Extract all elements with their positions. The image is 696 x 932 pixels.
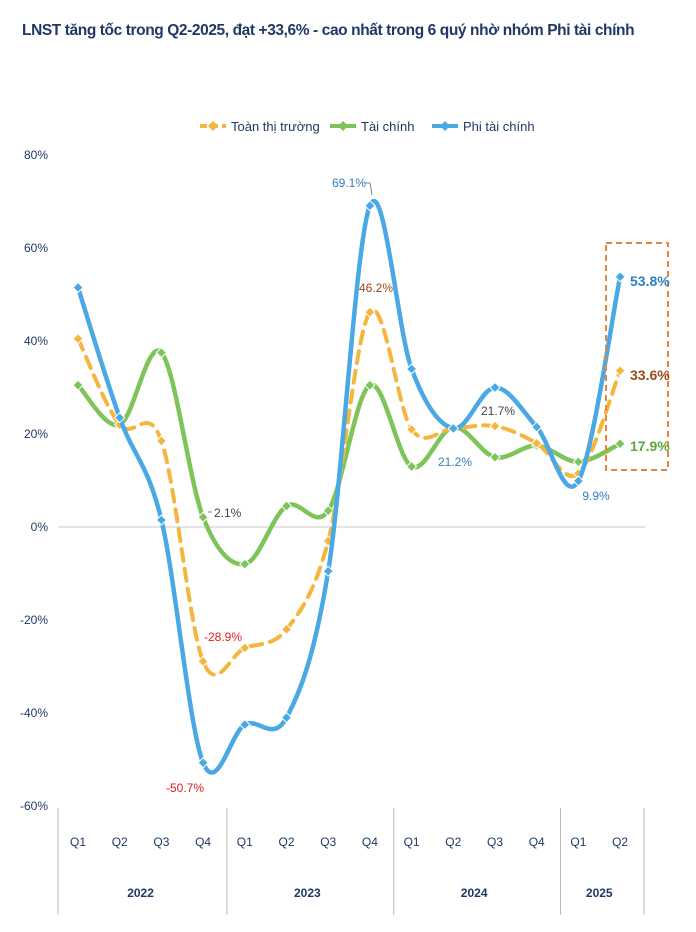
year-label: 2024 — [461, 886, 488, 900]
data-label: 69.1% — [332, 176, 366, 190]
y-tick-label: 80% — [24, 148, 48, 162]
data-point — [405, 423, 418, 436]
data-point — [364, 306, 376, 318]
data-point — [489, 420, 501, 432]
data-label: 17.9% — [630, 438, 670, 454]
y-tick-label: 60% — [24, 241, 48, 255]
data-point — [155, 346, 168, 359]
data-point — [72, 281, 84, 294]
x-tick-label: Q2 — [445, 835, 461, 849]
data-point — [530, 437, 543, 450]
data-point — [489, 451, 501, 463]
leader-line — [364, 182, 373, 196]
data-label: 21.7% — [481, 404, 515, 418]
x-tick-label: Q1 — [570, 835, 586, 849]
legend-label: Tài chính — [361, 119, 414, 134]
chart-title: LNST tăng tốc trong Q2-2025, đạt +33,6% … — [22, 22, 635, 39]
data-point — [489, 381, 501, 394]
data-label: 46.2% — [359, 281, 393, 295]
data-point — [572, 456, 585, 468]
series-line-phi_tai_chinh — [75, 199, 623, 775]
data-point — [72, 332, 84, 345]
data-point — [280, 711, 293, 724]
x-tick-label: Q2 — [112, 835, 128, 849]
year-label: 2023 — [294, 886, 321, 900]
data-point — [322, 505, 334, 517]
data-point — [530, 421, 543, 433]
data-point — [72, 379, 84, 391]
series-line-toan_thi_truong — [76, 308, 623, 677]
data-label: -28.9% — [204, 630, 242, 644]
data-point — [239, 558, 251, 570]
y-tick-label: -60% — [20, 799, 48, 813]
year-label: 2025 — [586, 886, 613, 900]
data-point — [280, 623, 293, 636]
y-tick-label: 40% — [24, 334, 48, 348]
data-point — [239, 642, 251, 654]
data-point — [364, 199, 376, 212]
x-tick-label: Q3 — [153, 835, 169, 849]
data-point — [197, 655, 209, 668]
legend-marker — [208, 121, 218, 131]
data-point — [614, 438, 626, 450]
y-tick-label: -20% — [20, 613, 48, 627]
data-point — [405, 460, 418, 473]
data-point — [155, 514, 168, 526]
data-label: 2.1% — [214, 506, 242, 520]
y-tick-label: 20% — [24, 427, 48, 441]
data-point — [614, 271, 626, 283]
data-point — [405, 363, 418, 375]
data-point — [197, 511, 209, 523]
data-point — [572, 475, 585, 487]
data-point — [280, 500, 293, 512]
y-tick-label: -40% — [20, 706, 48, 720]
data-point — [447, 422, 460, 435]
x-tick-label: Q2 — [278, 835, 294, 849]
data-point — [322, 565, 334, 577]
data-point — [614, 365, 626, 377]
x-tick-label: Q1 — [404, 835, 420, 849]
x-tick-label: Q1 — [70, 835, 86, 849]
year-label: 2022 — [127, 886, 154, 900]
data-label: 21.2% — [438, 455, 472, 469]
data-point — [155, 435, 168, 447]
data-label: 33.6% — [630, 367, 670, 383]
x-tick-label: Q1 — [237, 835, 253, 849]
data-label: 9.9% — [582, 489, 610, 503]
x-tick-label: Q4 — [362, 835, 378, 849]
legend-marker — [440, 121, 450, 131]
data-point — [197, 757, 209, 769]
y-tick-label: 0% — [31, 520, 49, 534]
data-label: 53.8% — [630, 273, 670, 289]
x-tick-label: Q3 — [320, 835, 336, 849]
legend-label: Toàn thị trường — [231, 119, 320, 134]
legend-marker — [338, 121, 348, 131]
data-point — [113, 412, 126, 424]
data-point — [364, 379, 376, 391]
legend-label: Phi tài chính — [463, 119, 535, 134]
x-tick-label: Q2 — [612, 835, 628, 849]
x-tick-label: Q3 — [487, 835, 503, 849]
highlight-box — [605, 242, 669, 471]
data-label: -50.7% — [166, 781, 204, 795]
data-point — [239, 718, 251, 731]
x-tick-label: Q4 — [195, 835, 211, 849]
x-tick-label: Q4 — [529, 835, 545, 849]
